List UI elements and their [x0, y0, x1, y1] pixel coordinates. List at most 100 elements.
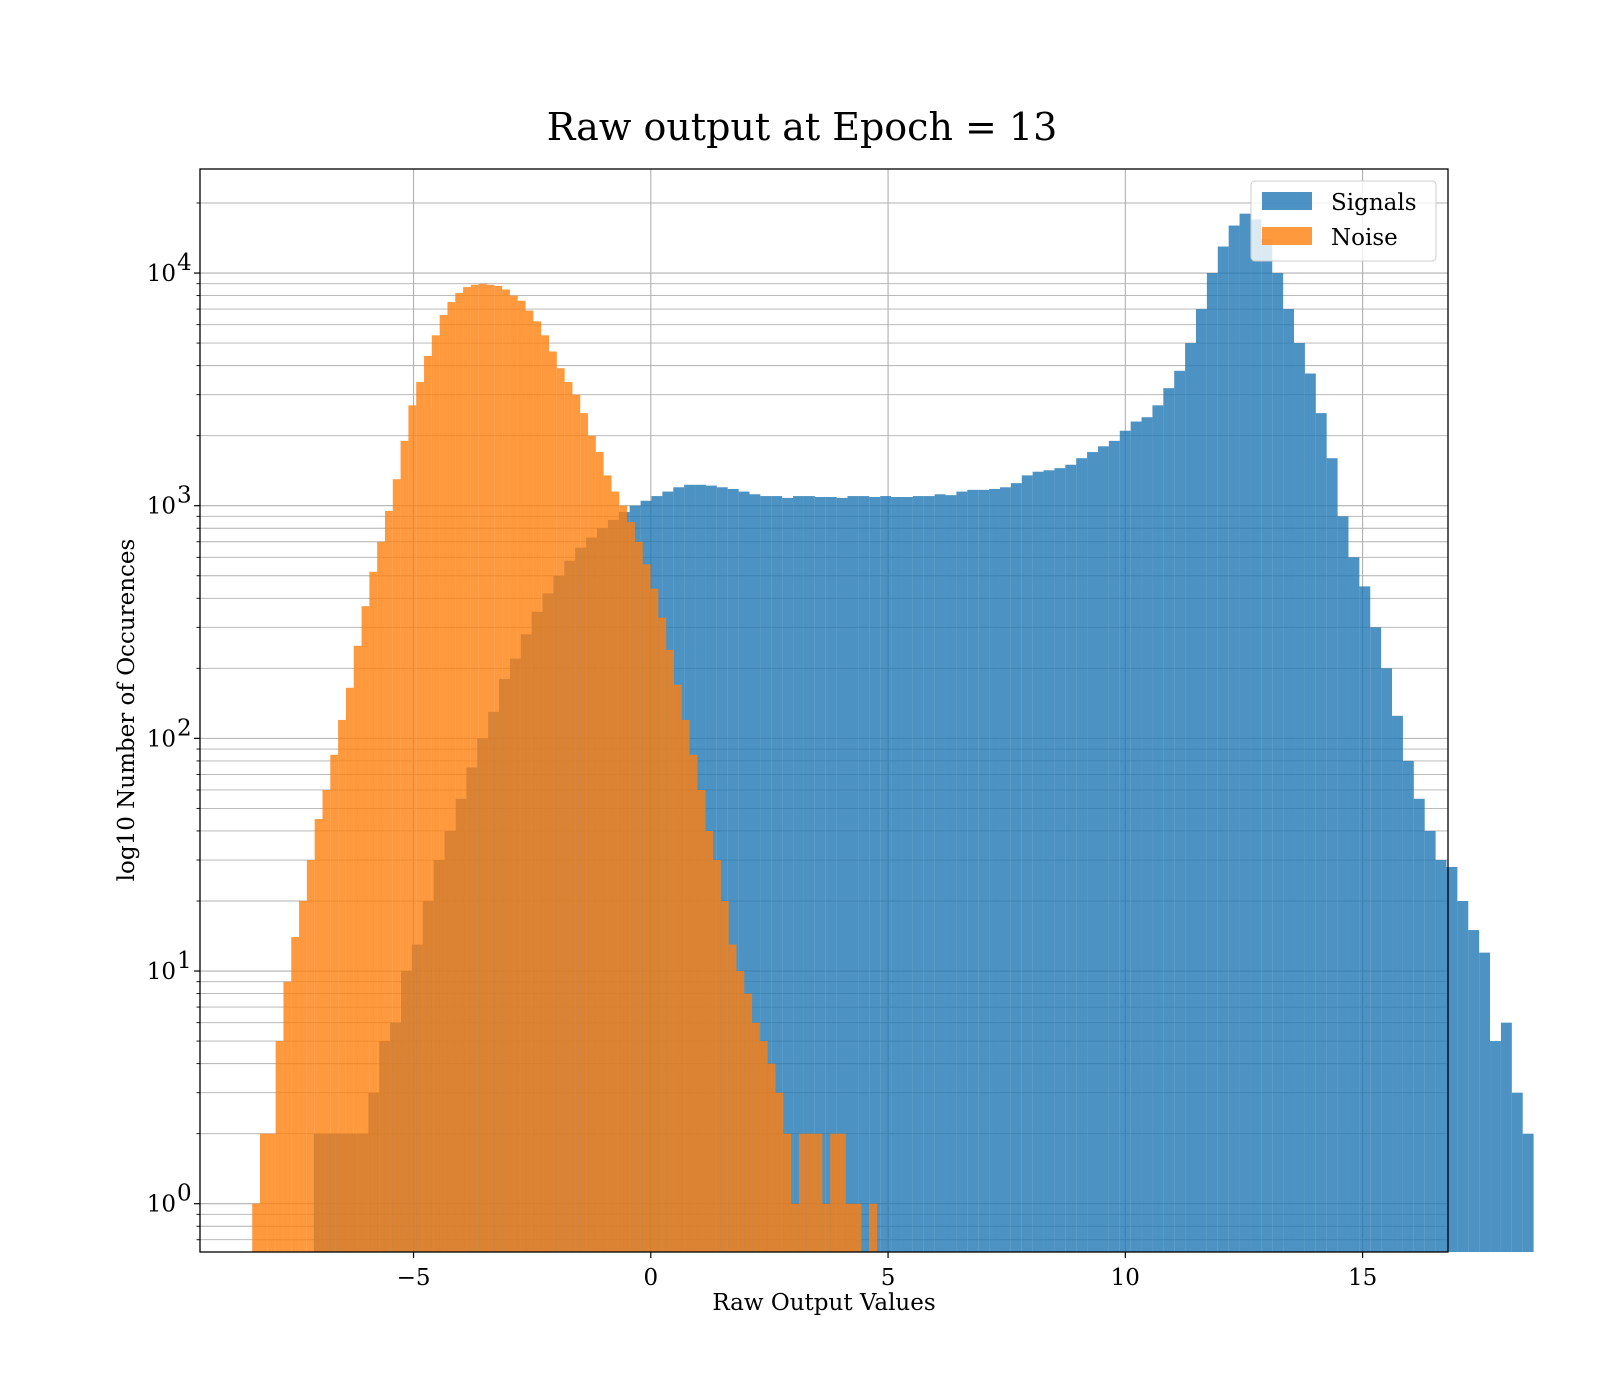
- signals-bar: [1381, 668, 1393, 1252]
- noise-bar: [408, 405, 417, 1253]
- noise-bar: [416, 382, 425, 1252]
- noise-bar: [384, 510, 393, 1252]
- noise-bar: [720, 900, 729, 1252]
- x-tick-label: 15: [1348, 1265, 1377, 1291]
- signals-bar: [999, 487, 1011, 1252]
- noise-bar: [713, 860, 721, 1252]
- signals-bar: [847, 496, 859, 1252]
- signals-bar: [771, 496, 783, 1252]
- signals-bar: [1511, 1092, 1523, 1252]
- signals-bar: [1065, 464, 1077, 1252]
- y-tick-label: 10: [147, 261, 176, 287]
- signals-bar: [1500, 1022, 1512, 1252]
- noise-bar: [666, 649, 674, 1252]
- noise-bar: [486, 284, 495, 1252]
- signals-bar: [1076, 458, 1088, 1252]
- noise-bar: [361, 606, 370, 1252]
- signals-bar: [1392, 715, 1403, 1252]
- noise-bar: [283, 981, 292, 1252]
- signals-bar: [1141, 417, 1153, 1252]
- noise-bar: [798, 1133, 807, 1252]
- noise-bar: [845, 1203, 854, 1252]
- noise-bar: [853, 1203, 862, 1252]
- signals-bar: [814, 496, 826, 1252]
- signals-bar: [1032, 471, 1044, 1252]
- signals-bar: [1250, 219, 1262, 1253]
- x-tick-label: 10: [1111, 1265, 1140, 1291]
- signals-bar: [1185, 343, 1197, 1252]
- signals-bar: [760, 496, 772, 1252]
- noise-bar: [424, 355, 432, 1252]
- signals-bar: [1283, 309, 1295, 1252]
- noise-bar: [705, 830, 714, 1252]
- signals-bar: [978, 489, 990, 1252]
- noise-bar: [509, 295, 518, 1252]
- signals-bar: [967, 489, 979, 1252]
- signals-bar: [803, 496, 815, 1252]
- y-tick-label: 10: [147, 726, 176, 752]
- noise-bar: [494, 285, 503, 1252]
- x-tick-label: −5: [397, 1265, 431, 1291]
- noise-bar: [525, 310, 534, 1252]
- x-axis-ticks: −5 0 5 10 15: [397, 1252, 1377, 1291]
- signals-bar: [923, 496, 935, 1252]
- signals-bar: [1054, 468, 1066, 1253]
- noise-bar: [431, 335, 440, 1253]
- noise-bar: [517, 300, 526, 1252]
- signals-bar: [1413, 798, 1425, 1252]
- signals-bar: [716, 487, 728, 1252]
- noise-bar: [830, 1133, 838, 1252]
- signals-bar: [1087, 452, 1098, 1252]
- noise-bar: [439, 315, 448, 1252]
- noise-bar: [572, 394, 581, 1252]
- signals-bar: [1239, 213, 1251, 1252]
- signals-bar: [749, 494, 761, 1252]
- noise-bar: [377, 541, 385, 1252]
- noise-bar: [549, 351, 557, 1252]
- noise-bar: [478, 283, 487, 1252]
- noise-bar: [267, 1133, 276, 1252]
- noise-bar: [611, 491, 620, 1252]
- signals-bar: [1359, 586, 1371, 1252]
- noise-bar: [299, 900, 307, 1252]
- noise-bars: [252, 283, 878, 1253]
- y-tick-exponent: 2: [177, 715, 192, 741]
- chart-title: Raw output at Epoch = 13: [547, 105, 1058, 149]
- signals-bar: [793, 496, 804, 1252]
- signals-bar: [1119, 430, 1131, 1252]
- noise-bar: [814, 1133, 823, 1252]
- signals-bar: [836, 497, 848, 1252]
- noise-bar: [400, 440, 409, 1252]
- noise-bar: [767, 1063, 776, 1252]
- signals-bar: [1490, 1041, 1501, 1252]
- signals-bar: [1261, 239, 1273, 1252]
- noise-bar: [353, 645, 362, 1252]
- signals-bar: [1424, 830, 1436, 1252]
- signals-bar: [956, 491, 968, 1252]
- signals-bar: [1294, 343, 1305, 1252]
- signals-bar: [1457, 900, 1469, 1252]
- noise-bar: [463, 287, 471, 1253]
- noise-bar: [306, 860, 315, 1252]
- signals-bar: [1446, 866, 1458, 1252]
- signals-bar: [1196, 309, 1207, 1252]
- noise-bar: [791, 1203, 799, 1252]
- signals-bar: [1479, 952, 1491, 1252]
- noise-bar: [775, 1092, 784, 1252]
- signals-bar: [727, 488, 739, 1252]
- y-tick-exponent: 3: [177, 483, 192, 509]
- y-tick-exponent: 1: [177, 948, 192, 974]
- noise-bar: [822, 1203, 831, 1252]
- noise-bar: [783, 1133, 792, 1252]
- noise-bar: [603, 475, 612, 1253]
- signals-bar: [1435, 860, 1447, 1252]
- noise-bar: [533, 321, 542, 1252]
- y-tick-label: 10: [147, 494, 176, 520]
- noise-bar: [345, 687, 354, 1252]
- legend-label-signals: Signals: [1331, 190, 1417, 216]
- signals-bar: [1468, 930, 1480, 1252]
- signals-bar: [1370, 627, 1382, 1252]
- noise-bar: [752, 1022, 760, 1252]
- plot-frame: [199, 168, 1449, 1253]
- signals-bar: [1174, 370, 1186, 1252]
